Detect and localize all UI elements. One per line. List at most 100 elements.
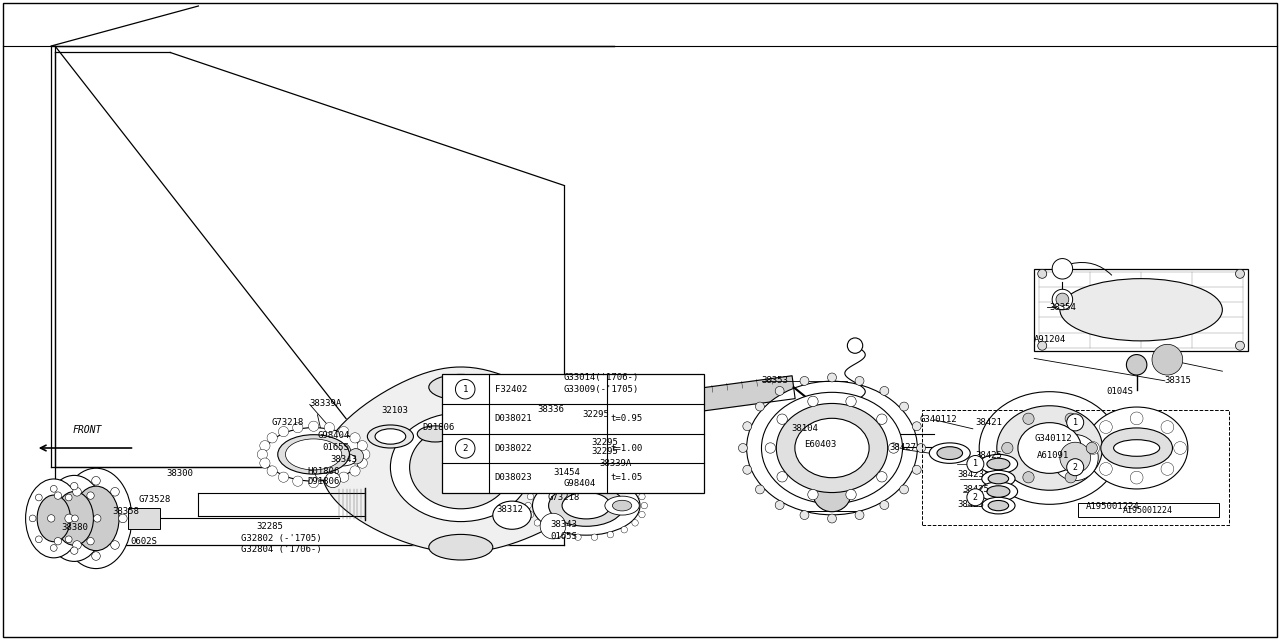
Ellipse shape (330, 453, 356, 466)
Circle shape (293, 476, 303, 486)
Circle shape (73, 488, 82, 496)
Circle shape (534, 520, 540, 526)
Circle shape (92, 552, 100, 561)
Circle shape (755, 485, 764, 494)
Ellipse shape (987, 486, 1010, 497)
Circle shape (575, 534, 581, 540)
Ellipse shape (1085, 407, 1188, 489)
Circle shape (360, 449, 370, 460)
Text: 38339A: 38339A (599, 459, 631, 468)
Circle shape (1126, 355, 1147, 375)
Circle shape (800, 511, 809, 520)
Text: A91204: A91204 (1034, 335, 1066, 344)
Text: 38339A: 38339A (310, 399, 342, 408)
Circle shape (324, 476, 334, 486)
Circle shape (308, 477, 319, 488)
Circle shape (1161, 463, 1174, 476)
Circle shape (545, 527, 552, 533)
Ellipse shape (557, 462, 590, 488)
Circle shape (87, 492, 95, 499)
Text: 38425: 38425 (975, 451, 1002, 460)
Ellipse shape (762, 392, 902, 504)
Circle shape (607, 531, 613, 538)
Circle shape (879, 500, 888, 509)
Circle shape (1235, 341, 1244, 350)
Ellipse shape (979, 454, 1018, 474)
Text: 1: 1 (462, 385, 468, 394)
Circle shape (278, 426, 288, 436)
Circle shape (29, 515, 36, 522)
Circle shape (1100, 420, 1112, 433)
Text: 38380: 38380 (61, 524, 88, 532)
Polygon shape (321, 367, 600, 552)
Text: 1: 1 (973, 460, 978, 468)
Ellipse shape (55, 492, 93, 545)
Circle shape (639, 511, 645, 518)
Ellipse shape (375, 429, 406, 444)
Ellipse shape (593, 457, 623, 472)
Circle shape (621, 478, 627, 484)
Circle shape (456, 438, 475, 458)
Ellipse shape (612, 500, 632, 511)
Text: 38315: 38315 (1165, 376, 1192, 385)
Circle shape (545, 478, 552, 484)
Circle shape (92, 476, 100, 485)
Text: G32802 (-'1705): G32802 (-'1705) (241, 534, 321, 543)
Text: 0165S: 0165S (550, 532, 577, 541)
Circle shape (588, 439, 603, 454)
Circle shape (1065, 472, 1076, 483)
Circle shape (742, 465, 751, 474)
Circle shape (335, 444, 351, 459)
Circle shape (1235, 269, 1244, 278)
Text: t=0.95: t=0.95 (611, 414, 643, 423)
Circle shape (65, 494, 72, 501)
Circle shape (260, 440, 270, 451)
Circle shape (639, 493, 645, 500)
Circle shape (1130, 412, 1143, 425)
Text: 0602S: 0602S (131, 537, 157, 546)
Circle shape (877, 414, 887, 424)
Circle shape (1023, 472, 1034, 483)
Circle shape (559, 531, 566, 538)
Circle shape (1056, 293, 1069, 306)
Circle shape (846, 490, 856, 500)
Circle shape (1052, 259, 1073, 279)
Circle shape (1038, 269, 1047, 278)
Ellipse shape (988, 500, 1009, 511)
Text: 38354: 38354 (1050, 303, 1076, 312)
Circle shape (349, 433, 360, 443)
Circle shape (847, 338, 863, 353)
Circle shape (913, 422, 922, 431)
Circle shape (110, 541, 119, 549)
Ellipse shape (605, 496, 639, 515)
Bar (1078, 503, 1219, 517)
Circle shape (278, 472, 288, 483)
Ellipse shape (982, 497, 1015, 514)
Ellipse shape (929, 443, 970, 463)
Text: A61091: A61091 (1037, 451, 1069, 460)
Circle shape (582, 434, 608, 460)
Circle shape (596, 431, 612, 446)
Circle shape (776, 500, 785, 509)
Text: G98404: G98404 (317, 431, 349, 440)
Text: 32295: 32295 (582, 410, 609, 419)
Text: G73528: G73528 (138, 495, 170, 504)
Circle shape (808, 490, 818, 500)
Ellipse shape (429, 374, 493, 400)
Circle shape (268, 466, 278, 476)
Ellipse shape (37, 495, 70, 541)
Text: G33014('1706-): G33014('1706-) (563, 373, 639, 382)
Circle shape (879, 387, 888, 396)
Circle shape (268, 433, 278, 443)
Circle shape (534, 485, 540, 492)
Text: 38427: 38427 (890, 444, 916, 452)
Circle shape (559, 474, 566, 480)
Text: H01806: H01806 (307, 467, 339, 476)
Ellipse shape (390, 413, 531, 522)
Circle shape (339, 426, 349, 436)
Ellipse shape (548, 456, 599, 494)
Ellipse shape (293, 443, 334, 466)
Ellipse shape (530, 412, 571, 444)
Ellipse shape (987, 458, 1010, 470)
Text: D91806: D91806 (307, 477, 339, 486)
